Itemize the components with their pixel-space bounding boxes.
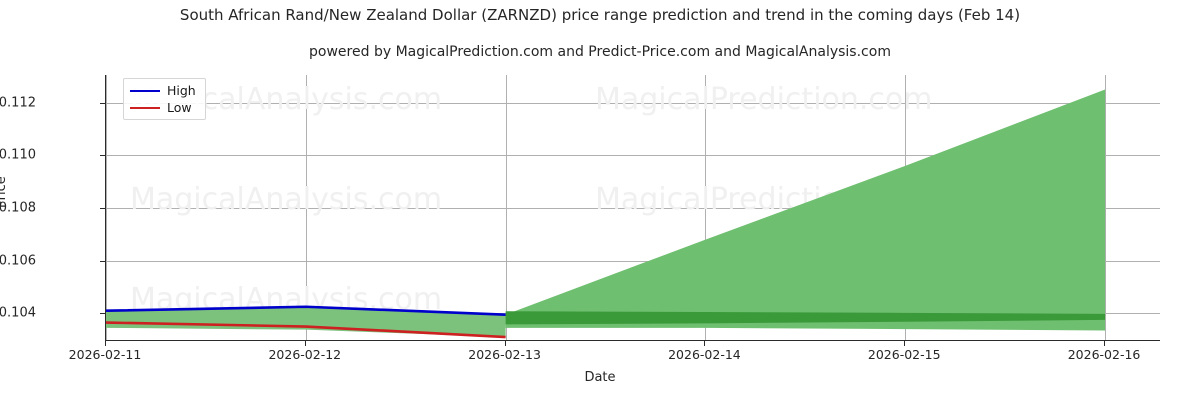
legend-label-low: Low xyxy=(167,100,192,115)
legend-item-low[interactable]: Low xyxy=(130,101,196,114)
legend-label-high: High xyxy=(167,83,196,98)
x-tick-label: 2026-02-11 xyxy=(68,347,142,362)
y-tick-label: 0.104 xyxy=(0,305,36,321)
band-layer xyxy=(106,89,1106,338)
plot-area xyxy=(105,75,1160,341)
x-axis-label: Date xyxy=(584,370,616,385)
x-tick-label: 2026-02-13 xyxy=(468,347,541,362)
y-tick-mark xyxy=(100,313,105,315)
x-tick-mark xyxy=(704,341,706,346)
y-tick-mark xyxy=(100,155,105,157)
y-tick-label: 0.108 xyxy=(0,200,36,216)
series-line-low xyxy=(106,321,506,339)
gridline-vertical xyxy=(505,75,507,340)
x-tick-mark xyxy=(105,341,106,346)
legend-item-high[interactable]: High xyxy=(130,84,196,97)
x-tick-label: 2026-02-15 xyxy=(867,347,941,362)
gridline-vertical xyxy=(1105,75,1107,340)
gridline-vertical xyxy=(305,75,307,340)
chart-legend[interactable]: High Low xyxy=(123,78,206,120)
historical-range-band xyxy=(106,306,506,338)
x-tick-label: 2026-02-16 xyxy=(1067,347,1141,362)
x-tick-mark xyxy=(504,341,506,346)
gridline-vertical xyxy=(106,75,107,340)
x-tick-mark xyxy=(304,341,306,346)
x-tick-mark xyxy=(904,341,906,346)
x-tick-mark xyxy=(1104,341,1106,346)
y-tick-label: 0.112 xyxy=(0,95,36,111)
x-tick-label: 2026-02-12 xyxy=(268,347,342,362)
gridline-horizontal xyxy=(106,208,1160,209)
series-layer xyxy=(106,305,506,339)
chart-subtitle: powered by MagicalPrediction.com and Pre… xyxy=(309,44,891,60)
y-tick-label: 0.110 xyxy=(0,147,36,163)
y-tick-mark xyxy=(100,208,105,209)
gridline-horizontal xyxy=(106,155,1160,157)
gridline-horizontal xyxy=(106,102,1160,104)
x-tick-label: 2026-02-14 xyxy=(668,347,741,362)
gridline-horizontal xyxy=(106,260,1160,262)
forecast-core-band xyxy=(505,311,1106,325)
legend-swatch-high xyxy=(130,89,160,92)
legend-swatch-low xyxy=(130,106,160,109)
y-tick-mark xyxy=(100,102,105,104)
y-tick-label: 0.106 xyxy=(0,253,36,269)
chart-title: South African Rand/New Zealand Dollar (Z… xyxy=(179,6,1021,24)
y-tick-mark xyxy=(100,260,105,262)
forecast-cone-upper xyxy=(505,89,1106,331)
gridline-vertical xyxy=(705,75,707,340)
series-line-high xyxy=(106,305,506,316)
